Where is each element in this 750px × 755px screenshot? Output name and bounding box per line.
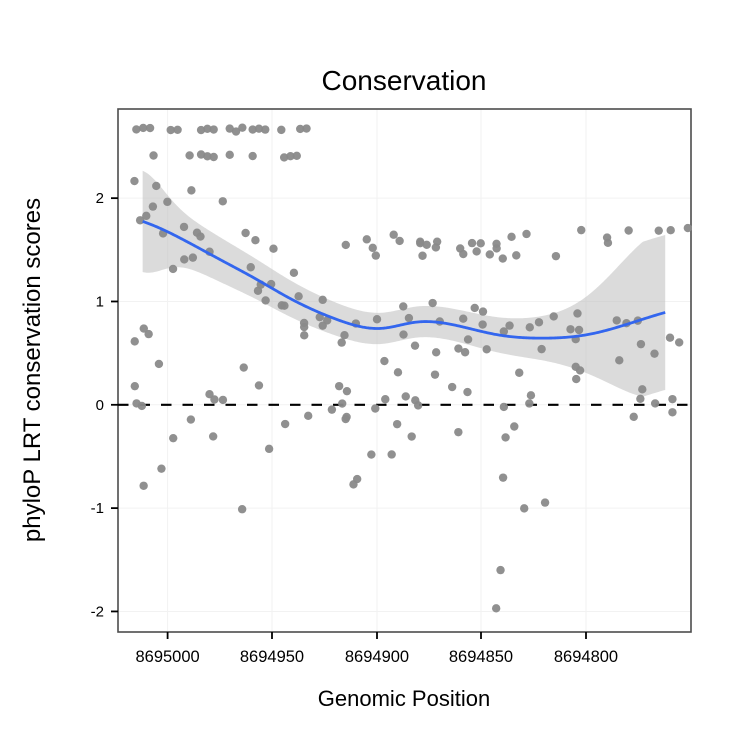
svg-text:-1: -1 — [91, 500, 104, 517]
svg-text:8694850: 8694850 — [449, 648, 513, 666]
svg-text:-2: -2 — [91, 603, 104, 620]
svg-text:Conservation: Conservation — [322, 65, 487, 96]
svg-text:2: 2 — [96, 190, 104, 207]
svg-text:Genomic Position: Genomic Position — [318, 686, 490, 711]
svg-text:8694800: 8694800 — [554, 648, 618, 666]
svg-text:8694900: 8694900 — [345, 648, 409, 666]
svg-text:8694950: 8694950 — [240, 648, 304, 666]
svg-text:phyloP LRT conservation scores: phyloP LRT conservation scores — [19, 198, 46, 542]
svg-text:8695000: 8695000 — [135, 648, 199, 666]
svg-text:0: 0 — [96, 397, 104, 414]
svg-text:1: 1 — [96, 293, 104, 310]
